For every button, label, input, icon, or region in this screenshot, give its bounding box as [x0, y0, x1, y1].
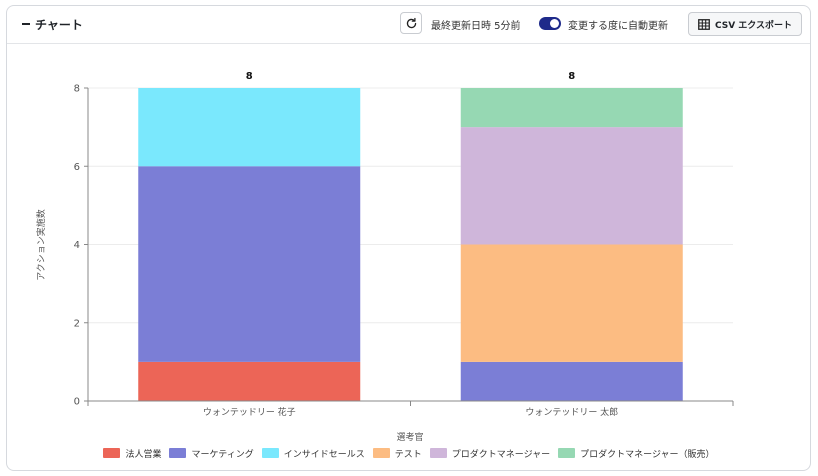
y-tick-label: 8	[74, 84, 80, 95]
legend-item[interactable]: インサイドセールス	[261, 447, 365, 460]
bar-segment	[460, 361, 683, 401]
panel-title: チャート	[35, 18, 83, 32]
x-tick-label: ウォンテッドリー 花子	[203, 406, 296, 418]
toggle-knob	[550, 19, 559, 28]
y-tick-label: 4	[74, 240, 80, 251]
chart-legend: 法人営業 マーケティング インサイドセールス テスト プロダクトマネージャー プロダクトマ…	[0, 446, 818, 460]
refresh-icon	[406, 17, 416, 28]
legend-label: プロダクトマネージャー	[451, 449, 551, 460]
legend-label: テスト	[394, 449, 422, 460]
legend-swatch	[558, 448, 576, 458]
csv-export-label: CSV エクスポート	[714, 20, 793, 31]
legend-swatch	[429, 448, 447, 458]
csv-export-button[interactable]: CSV エクスポート	[688, 12, 802, 36]
legend-swatch	[103, 448, 121, 458]
x-tick-label: ウォンテッドリー 太郎	[525, 406, 618, 418]
bar-segment	[460, 244, 683, 362]
panel-header: チャート 最終更新日時 5分前 変更する度に自動更新 CSV エクスポート	[7, 6, 810, 44]
bar-segment	[138, 361, 361, 401]
table-icon	[698, 18, 710, 30]
y-tick-label: 2	[74, 318, 80, 329]
legend-swatch	[169, 448, 187, 458]
legend-item[interactable]: 法人営業	[103, 447, 161, 460]
last-updated-text: 最終更新日時 5分前	[431, 21, 521, 32]
collapse-icon[interactable]	[22, 23, 30, 25]
auto-refresh-label: 変更する度に自動更新	[568, 21, 668, 32]
legend-item[interactable]: テスト	[372, 447, 422, 460]
bar-total-label: 8	[568, 71, 575, 82]
auto-refresh-toggle[interactable]	[539, 17, 561, 30]
bar-segment	[460, 127, 683, 245]
legend-label: 法人営業	[125, 449, 162, 460]
legend-item[interactable]: プロダクトマネージャー（販売）	[558, 447, 715, 460]
legend-swatch	[372, 448, 390, 458]
legend-item[interactable]: マーケティング	[169, 447, 254, 460]
legend-label: マーケティング	[191, 449, 254, 460]
bar-segment	[460, 88, 683, 128]
bar-segment	[138, 166, 361, 362]
y-tick-label: 0	[74, 397, 80, 408]
legend-label: プロダクトマネージャー（販売）	[580, 449, 715, 460]
legend-swatch	[261, 448, 279, 458]
x-axis-title: 選考官	[396, 431, 423, 443]
y-tick-label: 6	[74, 162, 80, 173]
bar-total-label: 8	[246, 71, 253, 82]
bar-segment	[138, 88, 361, 167]
legend-item[interactable]: プロダクトマネージャー	[429, 447, 551, 460]
legend-label: インサイドセールス	[283, 449, 365, 460]
y-axis-title: アクション実施数	[35, 209, 47, 281]
refresh-button[interactable]	[400, 12, 422, 34]
